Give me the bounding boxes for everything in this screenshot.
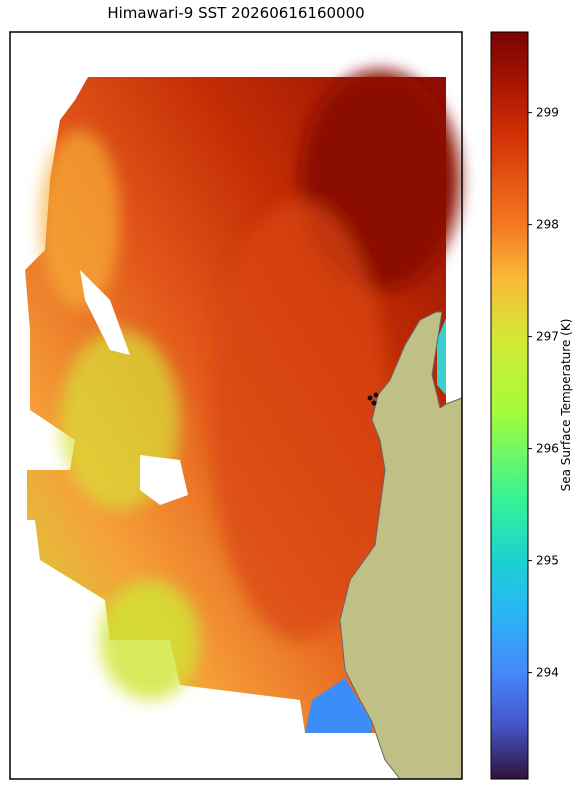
sst-detail [40, 70, 460, 700]
colorbar-tick-label: 296 [536, 442, 559, 456]
cloud-gap [80, 270, 130, 355]
map [9, 31, 463, 780]
colorbar-tick-label: 298 [536, 218, 559, 232]
markers [367, 392, 379, 406]
colorbar-tick-label: 294 [536, 666, 559, 680]
colorbar [490, 31, 529, 780]
map-title: Himawari-9 SST 20260616160000 [107, 4, 364, 22]
cool-patch [305, 678, 372, 733]
cool-patch [437, 318, 446, 395]
colorbar-tick-label: 295 [536, 554, 559, 568]
land [339, 311, 463, 780]
map-frame [9, 31, 463, 780]
cloud-gap [140, 455, 188, 505]
colorbar-label: Sea Surface Temperature (K) [559, 319, 573, 492]
colorbar-tick-label: 297 [536, 330, 559, 344]
colorbar-tick-label: 299 [536, 106, 559, 120]
